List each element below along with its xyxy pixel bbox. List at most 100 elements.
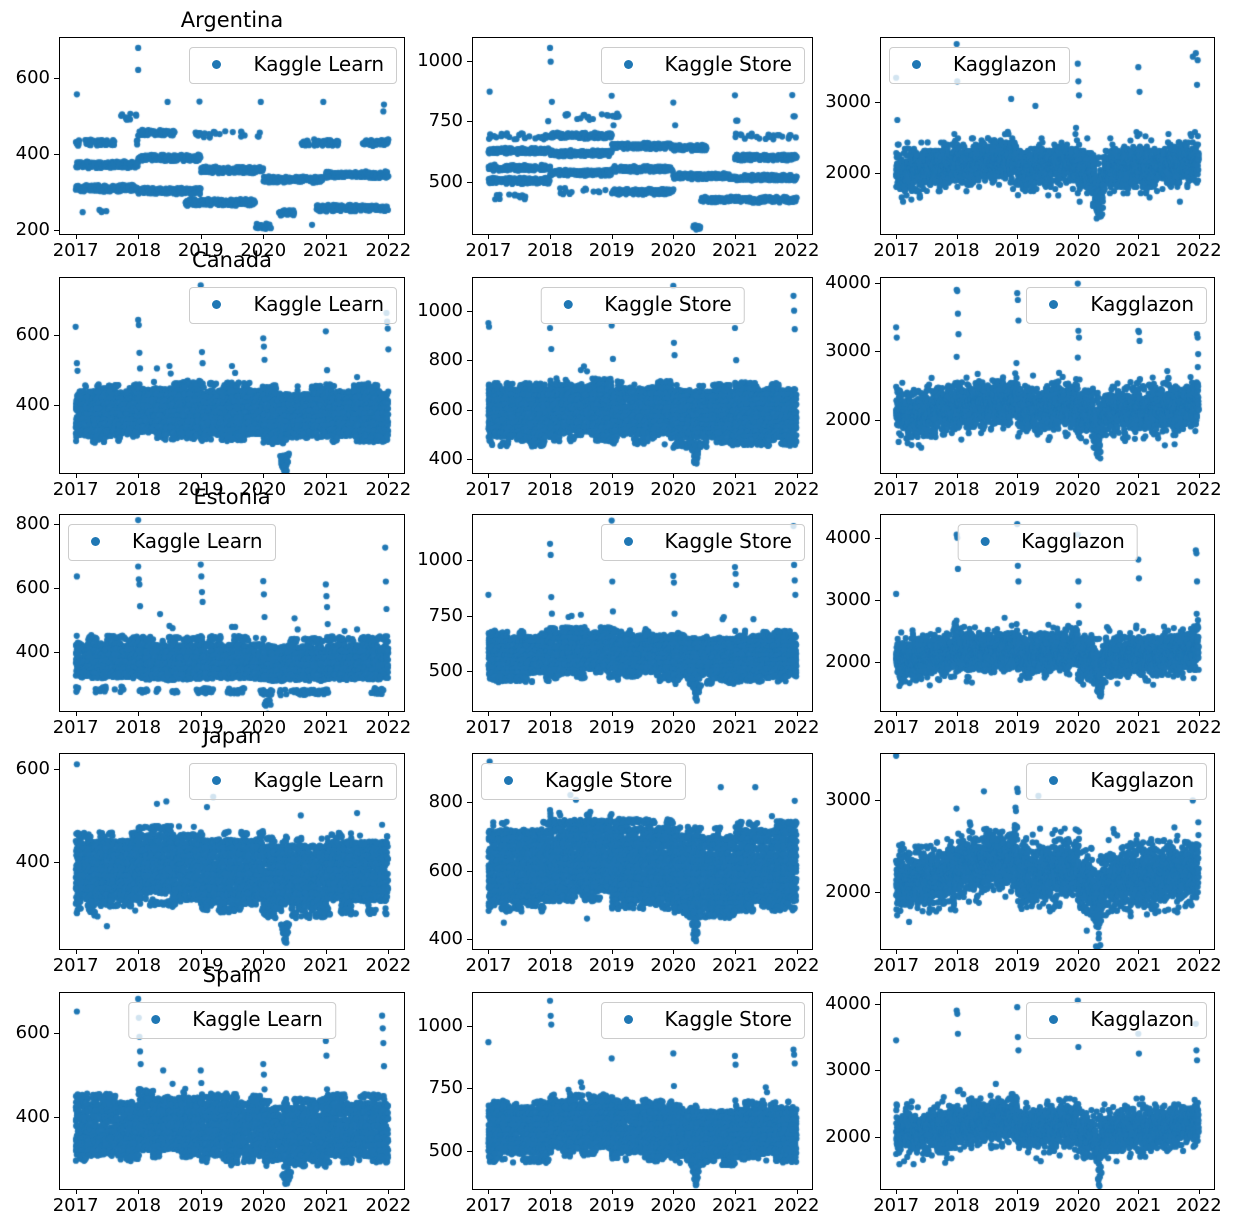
legend-marker-dot — [1049, 776, 1059, 785]
x-tick-mark — [200, 949, 202, 954]
x-tick-mark — [550, 949, 552, 954]
x-tick-mark — [673, 711, 675, 716]
legend-label: Kaggle Store — [664, 52, 793, 76]
x-tick-mark — [550, 1189, 552, 1194]
legend-label: Kaggle Store — [604, 292, 732, 316]
x-tick-label: 2022 — [773, 717, 820, 738]
subplot-japan-kaggle-store: 2017 2018 2019 2020 2021 2022 400 600 800 Kaggle … — [429, 753, 819, 975]
x-tick-label: 2018 — [115, 955, 162, 976]
x-tick-label: 2017 — [465, 717, 512, 738]
legend: Kagglazon — [1026, 287, 1207, 324]
x-tick-mark — [200, 711, 202, 716]
x-tick-mark — [734, 1189, 736, 1194]
x-tick-mark — [1198, 1189, 1200, 1194]
y-tick-label: 600 — [428, 398, 463, 420]
x-tick-label: 2019 — [994, 717, 1041, 738]
y-tick-label: 2000 — [825, 651, 871, 673]
x-tick-label: 2018 — [115, 240, 162, 261]
legend-label: Kagglazon — [1021, 529, 1125, 553]
x-tick-mark — [1198, 949, 1200, 954]
legend-label: Kagglazon — [953, 52, 1057, 76]
subplot-japan-kagglazon: 2017 2018 2019 2020 2021 2022 2000 3000 Kagglazo… — [825, 753, 1222, 975]
x-tick-mark — [388, 949, 390, 954]
subplot-canada-kaggle-learn: Canada 2017 2018 2019 2020 2021 2022 400 600 Kagg… — [16, 250, 412, 499]
y-tick-label: 3000 — [825, 91, 871, 113]
x-tick-mark — [1198, 234, 1200, 239]
y-tick-label: 3000 — [825, 340, 871, 362]
y-tick-mark — [54, 1032, 59, 1034]
x-tick-label: 2020 — [240, 240, 287, 261]
y-tick-label: 800 — [428, 791, 463, 813]
y-tick-label: 400 — [428, 448, 463, 470]
y-tick-label: 2000 — [825, 880, 871, 902]
legend: Kagglazon — [1026, 763, 1207, 800]
subplot-canada-kagglazon: 2017 2018 2019 2020 2021 2022 2000 3000 4000 Kagg… — [825, 273, 1222, 498]
legend-marker-dot — [91, 537, 100, 546]
y-tick-label: 4000 — [825, 271, 871, 293]
x-tick-label: 2021 — [1115, 717, 1162, 738]
x-tick-label: 2021 — [712, 1195, 758, 1216]
x-tick-mark — [263, 949, 265, 954]
x-tick-mark — [896, 473, 898, 478]
y-tick-label: 200 — [15, 219, 50, 241]
x-tick-mark — [1138, 234, 1140, 239]
x-tick-mark — [388, 234, 390, 239]
x-tick-mark — [138, 711, 140, 716]
x-tick-label: 2018 — [933, 479, 980, 500]
y-tick-mark — [467, 560, 472, 562]
x-tick-label: 2019 — [177, 955, 224, 976]
x-tick-mark — [263, 473, 265, 478]
legend-label: Kaggle Store — [664, 529, 793, 553]
y-tick-label: 400 — [15, 1105, 50, 1127]
x-tick-mark — [488, 234, 490, 239]
y-tick-label: 600 — [15, 66, 50, 88]
x-tick-mark — [896, 949, 898, 954]
y-tick-label: 2000 — [825, 1125, 871, 1147]
subplot-spain-kaggle-store: 2017 2018 2019 2020 2021 2022 500 750 1000 Kaggle… — [417, 992, 819, 1215]
legend: Kaggle Store — [481, 763, 686, 800]
x-tick-label: 2022 — [773, 240, 820, 261]
y-tick-label: 3000 — [825, 1059, 871, 1081]
x-tick-label: 2020 — [1054, 1195, 1101, 1216]
x-tick-mark — [550, 234, 552, 239]
x-tick-label: 2021 — [302, 479, 349, 500]
x-tick-label: 2018 — [933, 1195, 980, 1216]
x-tick-label: 2018 — [933, 955, 980, 976]
x-tick-mark — [75, 1189, 77, 1194]
x-tick-mark — [1017, 473, 1019, 478]
x-tick-mark — [1077, 234, 1079, 239]
y-tick-label: 600 — [428, 859, 463, 881]
y-tick-mark — [467, 360, 472, 362]
x-tick-mark — [488, 711, 490, 716]
y-tick-mark — [467, 802, 472, 804]
legend-marker-dot — [912, 60, 921, 69]
y-tick-mark — [875, 282, 880, 284]
y-tick-mark — [875, 1070, 880, 1072]
x-tick-label: 2018 — [933, 240, 980, 261]
x-tick-label: 2020 — [650, 479, 697, 500]
x-tick-mark — [611, 234, 613, 239]
x-tick-label: 2017 — [52, 479, 99, 500]
x-tick-label: 2021 — [712, 479, 758, 500]
subplot-title: Japan — [202, 724, 262, 748]
x-tick-mark — [388, 473, 390, 478]
x-tick-mark — [263, 234, 265, 239]
y-tick-label: 4000 — [825, 526, 871, 548]
x-tick-label: 2019 — [994, 240, 1041, 261]
x-tick-mark — [956, 473, 958, 478]
y-tick-mark — [875, 1003, 880, 1005]
x-tick-label: 2022 — [1175, 717, 1222, 738]
x-tick-mark — [611, 711, 613, 716]
legend-marker-dot — [623, 1015, 633, 1024]
x-tick-mark — [488, 473, 490, 478]
x-tick-label: 2021 — [712, 240, 758, 261]
y-tick-mark — [875, 1136, 880, 1138]
y-tick-mark — [467, 870, 472, 872]
y-tick-label: 600 — [15, 1021, 50, 1043]
x-tick-label: 2022 — [773, 1195, 820, 1216]
subplot-spain-kagglazon: 2017 2018 2019 2020 2021 2022 2000 3000 4000 Kagg… — [825, 992, 1222, 1215]
legend: Kagglazon — [1026, 1002, 1207, 1039]
x-tick-mark — [75, 473, 77, 478]
x-tick-mark — [325, 473, 327, 478]
x-tick-mark — [75, 711, 77, 716]
